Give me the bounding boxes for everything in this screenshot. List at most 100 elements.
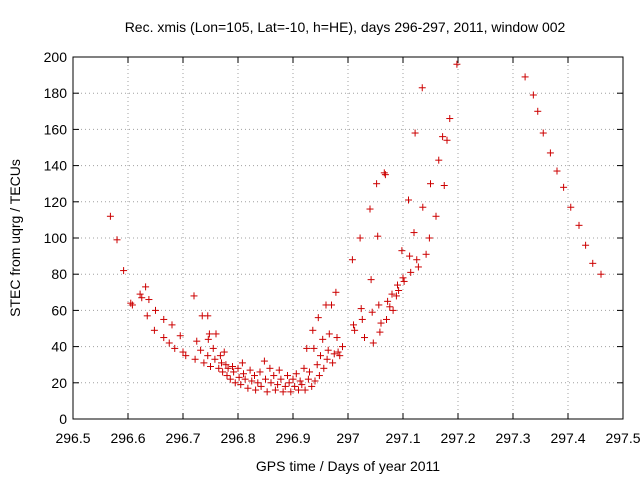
data-point: [350, 321, 357, 329]
y-tick-label: 0: [59, 411, 67, 427]
data-point: [410, 229, 418, 237]
data-point: [311, 377, 319, 385]
data-point: [427, 180, 434, 188]
data-point: [597, 270, 605, 278]
data-point: [306, 368, 313, 376]
grid: [73, 57, 623, 419]
data-point: [356, 234, 364, 242]
data-point: [339, 343, 346, 351]
data-point: [285, 379, 293, 387]
data-point: [546, 149, 554, 157]
data-point: [446, 115, 454, 123]
data-point: [197, 346, 205, 354]
data-point: [348, 256, 356, 264]
data-point: [248, 377, 256, 385]
data-point: [332, 288, 340, 296]
data-point: [142, 283, 150, 291]
data-point: [204, 352, 212, 360]
y-tick-label: 60: [51, 302, 67, 318]
data-point: [274, 381, 282, 389]
data-point: [361, 334, 368, 342]
data-point: [234, 364, 242, 372]
data-point: [296, 377, 304, 385]
data-point: [589, 259, 597, 267]
data-point: [369, 339, 377, 347]
data-point: [534, 107, 542, 115]
data-point: [439, 133, 447, 141]
data-point: [443, 136, 451, 144]
data-point: [394, 281, 401, 289]
y-tick-label: 100: [44, 230, 68, 246]
data-point: [336, 352, 344, 360]
data-point: [204, 335, 212, 343]
data-point: [575, 221, 583, 229]
data-point: [254, 379, 262, 387]
x-tick-label: 297.3: [495, 430, 530, 446]
data-point: [179, 348, 187, 356]
data-point: [357, 305, 365, 313]
data-point: [411, 129, 419, 137]
data-point: [367, 276, 375, 284]
y-tick-label: 20: [51, 375, 67, 391]
data-point: [310, 344, 318, 352]
x-tick-label: 297: [336, 430, 360, 446]
x-tick-label: 296.9: [275, 430, 310, 446]
data-point: [413, 256, 421, 264]
x-tick-label: 296.6: [110, 430, 145, 446]
data-point: [257, 382, 265, 390]
x-tick-label: 296.7: [165, 430, 200, 446]
data-point: [375, 301, 383, 309]
data-point: [298, 381, 306, 389]
data-point: [320, 364, 328, 372]
data-point: [230, 368, 238, 376]
data-point: [351, 326, 359, 334]
data-point: [165, 339, 173, 347]
data-point: [317, 352, 324, 360]
data-point: [262, 375, 269, 383]
data-point: [388, 290, 396, 298]
data-point: [418, 84, 426, 92]
data-point: [200, 359, 208, 367]
x-axis-label: GPS time / Days of year 2011: [256, 458, 440, 474]
data-point: [440, 182, 448, 190]
data-point: [304, 375, 312, 383]
data-point: [325, 330, 333, 338]
data-point: [138, 294, 146, 302]
data-point: [145, 296, 153, 304]
data-point: [279, 388, 287, 396]
y-tick-label: 80: [51, 266, 67, 282]
data-point: [329, 359, 337, 367]
data-point: [152, 306, 159, 314]
data-point: [241, 375, 249, 383]
data-point: [300, 364, 308, 372]
data-point: [281, 382, 289, 390]
data-point: [319, 335, 327, 343]
data-point: [260, 357, 268, 365]
data-point: [295, 386, 302, 394]
x-tick-label: 297.2: [440, 430, 475, 446]
data-point: [191, 355, 199, 363]
data-point: [271, 386, 279, 394]
data-point: [553, 167, 561, 175]
data-points: [106, 60, 605, 396]
data-point: [190, 292, 198, 300]
data-point: [582, 241, 590, 249]
data-point: [193, 337, 201, 345]
data-point: [330, 350, 338, 358]
data-point: [308, 382, 316, 390]
data-point: [128, 301, 136, 309]
x-tick-label: 296.5: [55, 430, 90, 446]
data-point: [160, 315, 168, 323]
data-point: [287, 388, 295, 396]
data-point: [383, 315, 390, 323]
data-point: [182, 352, 190, 360]
data-point: [252, 386, 260, 394]
data-point: [400, 277, 408, 285]
data-point: [266, 364, 274, 372]
data-point: [212, 330, 220, 338]
data-point: [381, 171, 389, 179]
data-point: [284, 372, 291, 380]
data-point: [224, 364, 232, 372]
data-point: [143, 312, 151, 320]
data-point: [328, 301, 335, 309]
